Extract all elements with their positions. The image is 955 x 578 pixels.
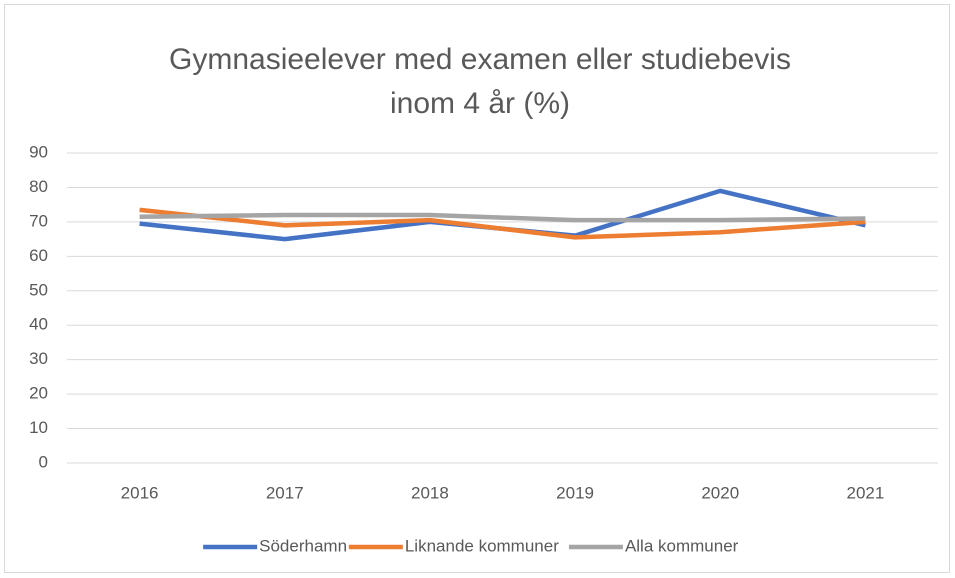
y-tick-label: 40	[29, 315, 48, 334]
y-tick-label: 80	[29, 177, 48, 196]
x-tick-label: 2016	[121, 483, 159, 502]
x-tick-label: 2021	[847, 483, 885, 502]
series-line	[139, 212, 866, 223]
y-tick-label: 50	[29, 280, 48, 299]
chart-title: Gymnasieelever med examen eller studiebe…	[169, 43, 791, 120]
x-tick-label: 2017	[266, 483, 304, 502]
y-tick-label: 60	[29, 246, 48, 265]
series-line	[139, 207, 866, 240]
y-tick-label: 30	[29, 349, 48, 368]
legend-label: Liknande kommuner	[405, 536, 559, 555]
y-tick-label: 70	[29, 211, 48, 230]
x-tick-label: 2019	[556, 483, 594, 502]
y-tick-label: 0	[39, 452, 48, 471]
legend-label: Söderhamn	[259, 536, 347, 555]
chart-border	[4, 4, 950, 573]
legend-label: Alla kommuner	[625, 536, 739, 555]
y-tick-label: 90	[29, 142, 48, 161]
y-tick-label: 20	[29, 384, 48, 403]
y-tick-label: 10	[29, 418, 48, 437]
x-tick-label: 2020	[701, 483, 739, 502]
x-tick-label: 2018	[411, 483, 449, 502]
